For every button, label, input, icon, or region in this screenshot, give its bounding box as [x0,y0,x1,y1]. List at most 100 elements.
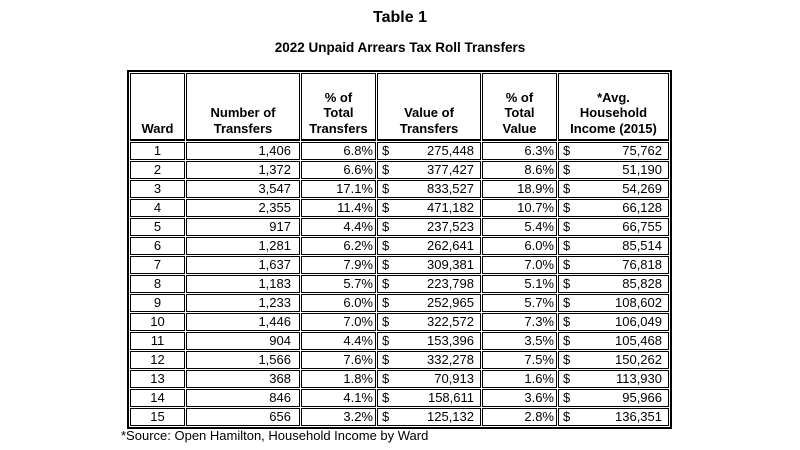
table-row: 14 846 4.1% $ 158,611 3.6% $ 95,966 [130,389,669,407]
cell-avg-household-income: $ 106,049 [558,313,669,331]
cell-avg-household-income: $ 75,762 [558,142,669,160]
table-row: 1 1,406 6.8% $ 275,448 6.3% $ 75,762 [130,142,669,160]
table-row: 10 1,446 7.0% $ 322,572 7.3% $ 106,049 [130,313,669,331]
money-cell-wrap: $ 95,966 [559,390,668,406]
cell-avg-household-income: $ 95,966 [558,389,669,407]
money-cell-wrap: $ 70,913 [378,371,480,387]
cell-pct-total-transfers: 6.6% [301,161,376,179]
cell-number-of-transfers: 656 [186,408,300,426]
cell-value-amount: 252,965 [427,295,474,310]
cell-income-amount: 66,755 [622,219,662,234]
cell-income-amount: 76,818 [622,257,662,272]
cell-value-amount: 833,527 [427,181,474,196]
cell-value-of-transfers: $ 158,611 [377,389,481,407]
cell-ward: 5 [130,218,185,236]
cell-pct-total-transfers: 4.1% [301,389,376,407]
money-cell-wrap: $ 113,930 [559,371,668,387]
table-row: 8 1,183 5.7% $ 223,798 5.1% $ 85,828 [130,275,669,293]
cell-pct-total-transfers: 7.6% [301,351,376,369]
dollar-sign: $ [382,162,390,177]
cell-value-amount: 332,278 [427,352,474,367]
money-cell-wrap: $ 223,798 [378,276,480,292]
table-subtitle: 2022 Unpaid Arrears Tax Roll Transfers [274,40,526,55]
cell-ward: 4 [130,199,185,217]
table-body: 1 1,406 6.8% $ 275,448 6.3% $ 75,762 2 1… [130,142,669,426]
cell-value-of-transfers: $ 252,965 [377,294,481,312]
cell-number-of-transfers: 1,233 [186,294,300,312]
cell-pct-total-value: 2.8% [482,408,557,426]
cell-ward: 15 [130,408,185,426]
cell-avg-household-income: $ 136,351 [558,408,669,426]
cell-number-of-transfers: 1,183 [186,275,300,293]
cell-pct-total-value: 8.6% [482,161,557,179]
dollar-sign: $ [563,371,571,386]
table-row: 6 1,281 6.2% $ 262,641 6.0% $ 85,514 [130,237,669,255]
cell-value-amount: 125,132 [427,409,474,424]
cell-ward: 11 [130,332,185,350]
table-row: 12 1,566 7.6% $ 332,278 7.5% $ 150,262 [130,351,669,369]
cell-income-amount: 66,128 [622,200,662,215]
cell-income-amount: 105,468 [615,333,662,348]
dollar-sign: $ [563,409,571,424]
money-cell-wrap: $ 275,448 [378,143,480,159]
money-cell-wrap: $ 833,527 [378,181,480,197]
cell-income-amount: 85,828 [622,276,662,291]
dollar-sign: $ [382,257,390,272]
money-cell-wrap: $ 105,468 [559,333,668,349]
cell-pct-total-transfers: 1.8% [301,370,376,388]
table-row: 5 917 4.4% $ 237,523 5.4% $ 66,755 [130,218,669,236]
dollar-sign: $ [382,200,390,215]
dollar-sign: $ [382,276,390,291]
money-cell-wrap: $ 252,965 [378,295,480,311]
cell-number-of-transfers: 3,547 [186,180,300,198]
cell-number-of-transfers: 904 [186,332,300,350]
cell-pct-total-transfers: 6.0% [301,294,376,312]
cell-number-of-transfers: 1,372 [186,161,300,179]
dollar-sign: $ [563,143,571,158]
cell-avg-household-income: $ 85,828 [558,275,669,293]
cell-income-amount: 75,762 [622,143,662,158]
money-cell-wrap: $ 54,269 [559,181,668,197]
money-cell-wrap: $ 150,262 [559,352,668,368]
col-header-ward: Ward [130,73,185,141]
cell-value-amount: 377,427 [427,162,474,177]
cell-value-amount: 70,913 [434,371,474,386]
cell-ward: 9 [130,294,185,312]
cell-pct-total-value: 1.6% [482,370,557,388]
cell-number-of-transfers: 1,406 [186,142,300,160]
cell-value-amount: 275,448 [427,143,474,158]
header-row: Ward Number of Transfers % of Total Tran… [130,73,669,141]
cell-value-of-transfers: $ 833,527 [377,180,481,198]
cell-income-amount: 106,049 [615,314,662,329]
dollar-sign: $ [563,333,571,348]
cell-avg-household-income: $ 51,190 [558,161,669,179]
cell-number-of-transfers: 1,281 [186,237,300,255]
cell-number-of-transfers: 917 [186,218,300,236]
dollar-sign: $ [382,314,390,329]
dollar-sign: $ [382,219,390,234]
cell-pct-total-transfers: 6.8% [301,142,376,160]
cell-value-of-transfers: $ 322,572 [377,313,481,331]
cell-ward: 6 [130,237,185,255]
cell-ward: 1 [130,142,185,160]
dollar-sign: $ [382,352,390,367]
dollar-sign: $ [382,409,390,424]
money-cell-wrap: $ 75,762 [559,143,668,159]
dollar-sign: $ [563,390,571,405]
money-cell-wrap: $ 332,278 [378,352,480,368]
cell-value-amount: 322,572 [427,314,474,329]
cell-number-of-transfers: 2,355 [186,199,300,217]
dollar-sign: $ [563,352,571,367]
cell-number-of-transfers: 1,446 [186,313,300,331]
dollar-sign: $ [382,295,390,310]
cell-pct-total-transfers: 17.1% [301,180,376,198]
cell-income-amount: 51,190 [622,162,662,177]
cell-value-amount: 223,798 [427,276,474,291]
cell-avg-household-income: $ 76,818 [558,256,669,274]
cell-avg-household-income: $ 150,262 [558,351,669,369]
cell-value-amount: 262,641 [427,238,474,253]
table-row: 13 368 1.8% $ 70,913 1.6% $ 113,930 [130,370,669,388]
col-header-avg-household-income: *Avg. Household Income (2015) [558,73,669,141]
cell-value-amount: 158,611 [427,390,474,405]
table-row: 9 1,233 6.0% $ 252,965 5.7% $ 108,602 [130,294,669,312]
